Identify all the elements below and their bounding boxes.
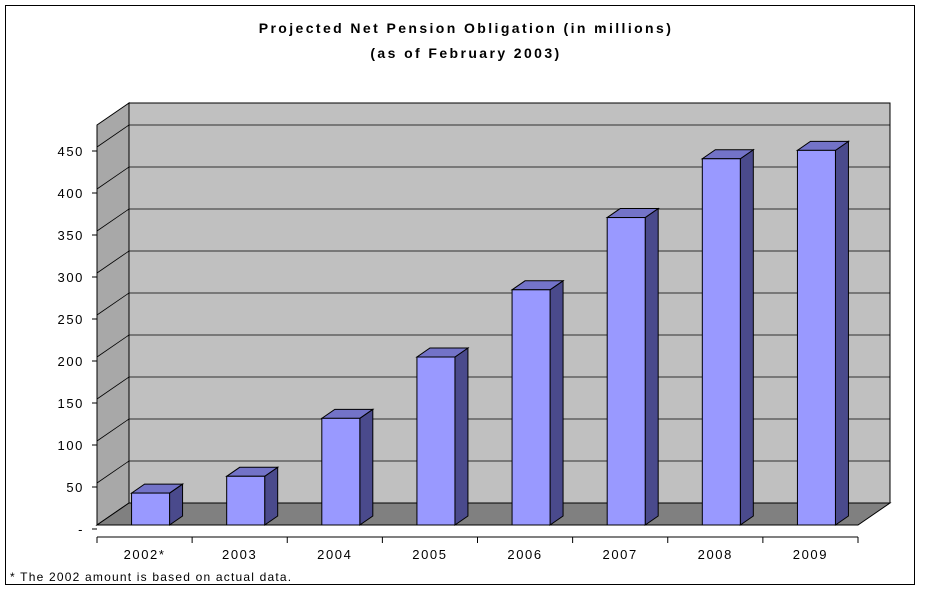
y-tick-label: 300	[58, 270, 85, 285]
y-tick-label: 150	[58, 396, 85, 411]
bar	[415, 347, 470, 526]
side-wall	[96, 102, 130, 526]
bar-side	[264, 466, 279, 526]
chart-title: Projected Net Pension Obligation (in mil…	[259, 20, 674, 36]
gridline-side	[96, 166, 130, 190]
plot-area	[95, 102, 892, 526]
x-tick-label: 2004	[317, 547, 352, 562]
back-wall	[128, 102, 891, 504]
y-tick-label: 250	[58, 312, 85, 327]
bar-side	[834, 140, 849, 526]
gridline-side	[96, 460, 130, 484]
bar-series	[129, 140, 851, 526]
gridline-side	[96, 124, 130, 148]
bar-front	[701, 158, 741, 526]
gridline-side	[96, 334, 130, 358]
floor	[95, 502, 892, 526]
bar	[129, 483, 185, 526]
y-tick-label: 50	[66, 480, 84, 495]
y-tick-label: 200	[58, 354, 85, 369]
y-tick-label: 450	[58, 144, 85, 159]
bar-front	[511, 289, 551, 526]
bar-front	[226, 475, 266, 526]
gridline-side	[96, 376, 130, 400]
gridline-side	[96, 208, 130, 232]
bar-front	[321, 417, 361, 526]
x-tick-label: 2006	[507, 547, 542, 562]
x-tick-label: 2009	[793, 547, 828, 562]
footnote: * The 2002 amount is based on actual dat…	[10, 570, 292, 584]
bar-side	[454, 347, 469, 526]
x-tick-label: 2002*	[124, 547, 166, 562]
bar-side	[359, 408, 374, 526]
bar	[510, 279, 565, 526]
y-tick-label: -	[78, 522, 84, 537]
x-tick-label: 2007	[603, 547, 638, 562]
y-tick-label: 400	[58, 186, 85, 201]
x-tick-label: 2005	[412, 547, 447, 562]
gridline-side	[96, 250, 130, 274]
y-tick-label: 350	[58, 228, 85, 243]
bar	[225, 466, 280, 526]
bar-front	[796, 149, 836, 526]
bar-side	[549, 279, 564, 526]
bar	[605, 207, 660, 526]
bar	[700, 148, 755, 526]
chart-subtitle: (as of February 2003)	[370, 45, 561, 61]
x-tick-label: 2003	[222, 547, 257, 562]
bar	[320, 408, 375, 526]
bar	[795, 140, 851, 526]
x-tick-label: 2008	[698, 547, 733, 562]
bar-side	[644, 207, 659, 526]
bar-front	[416, 356, 456, 526]
y-tick-label: 100	[58, 438, 85, 453]
axes: - 50 100 150 200 250 300 350 400 450 2002* 2003 2004…	[58, 125, 859, 562]
gridline-side	[96, 418, 130, 442]
gridline-side	[96, 292, 130, 316]
bar-front	[606, 217, 646, 526]
bar-side	[739, 148, 754, 526]
bar-front	[131, 492, 171, 526]
